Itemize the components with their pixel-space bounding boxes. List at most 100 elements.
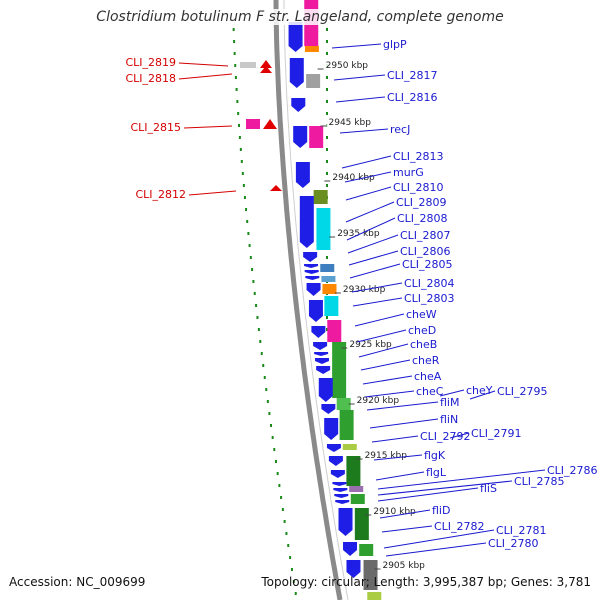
minor-track-dot [326,76,328,79]
gene-arrow [318,378,333,402]
gene-arrow [304,264,319,268]
gene-label: CLI_2815 [130,121,181,134]
left-gene-markers [240,60,282,191]
label-connectors [178,43,546,557]
connector-line [354,313,405,327]
connector-line [377,487,479,502]
gene-label: CLI_2795 [497,385,548,398]
gene-label: cheA [414,370,442,383]
connector-line [369,418,439,429]
minor-track-dot [271,436,274,439]
connector-line [371,435,419,443]
connector-line [341,155,392,169]
gene-label: fliD [432,504,450,517]
gene-label: CLI_2785 [514,475,565,488]
minor-track-dot [234,64,237,67]
cog-block [322,284,337,294]
connector-line [383,529,495,549]
connector-line [381,525,433,533]
accession-label: Accession: NC_009699 [9,575,146,589]
cog-track [304,0,382,600]
ruler-label: 2950 kbp [326,61,369,71]
minor-track-dot [237,112,240,115]
minor-track-dot [274,460,277,463]
minor-track-dot [326,148,328,151]
gene-label: CLI_2817 [387,69,438,82]
cog-block [349,486,364,492]
connector-line [335,96,386,103]
gene-label: recJ [390,123,410,136]
gene-arrow [308,300,323,322]
gene-arrow [334,494,349,498]
minor-track-dot [245,208,248,211]
left-gene-arrow [260,60,272,68]
backbone-edge [283,0,349,601]
gene-label: cheY [466,384,493,397]
gene-label: CLI_2805 [402,258,453,271]
gene-arrow [316,366,331,374]
connector-line [385,542,487,557]
ruler-label: 2945 kbp [329,118,372,128]
minor-track-dot [239,148,242,151]
gene-arrow [324,418,339,440]
connector-line [377,469,546,490]
gene-label: fliM [440,396,459,409]
gene-arrow [346,560,361,578]
connector-line [347,234,399,254]
minor-track-dot [251,268,254,271]
gene-label: cheD [408,324,436,337]
ruler-label: 2920 kbp [357,396,400,406]
cog-block [324,296,339,316]
minor-track-dot [281,508,284,511]
cog-block [359,544,374,556]
gene-arrow [314,352,329,356]
minor-track-dot [326,112,328,115]
minor-track-dot [326,88,328,91]
cog-block [320,264,335,272]
connector-line [375,471,425,481]
ruler-label-bg [347,338,392,350]
cog-block [316,208,331,250]
gene-arrow [333,488,348,492]
gene-label: cheC [416,385,444,398]
minor-track-dot [232,28,235,31]
connector-line [449,432,470,439]
gene-arrow [305,276,320,280]
gene-label: CLI_2818 [125,72,176,85]
ruler-label-bg [380,559,425,571]
gene-label: fliS [480,482,497,495]
gene-label: cheR [412,354,440,367]
minor-track-dot [243,196,246,199]
backbone-line [273,0,343,601]
minor-track-dot [268,412,271,415]
connector-line [183,125,233,129]
cog-block [321,276,336,282]
minor-track-dot [247,232,250,235]
minor-track-dot [265,388,268,391]
minor-track-dot [326,100,328,103]
minor-track-dot [238,136,241,139]
minor-track-dot [285,532,288,535]
connector-line [469,390,496,400]
connector-line [344,171,392,183]
minor-track-dot [233,40,236,43]
gene-label: glpP [383,38,407,51]
cog-block [342,444,357,450]
minor-track-dot [234,76,237,79]
minor-track-dot [270,424,273,427]
ruler-label: 2925 kbp [349,340,392,350]
gene-label: CLI_2791 [471,427,522,440]
gene-arrow [295,162,310,188]
gene-label: CLI_2812 [135,188,186,201]
connector-line [358,343,409,358]
cog-block [350,494,365,504]
minor-track-dot [326,52,328,55]
minor-track-dot [292,580,295,583]
gene-label: CLI_2780 [488,537,539,550]
gene-labels: CLI_2819 CLI_2818 CLI_2815 CLI_2812 glpP CLI_… [125,38,597,550]
gene-label: CLI_2781 [496,524,547,537]
gene-arrow [306,283,321,296]
gene-label: murG [393,166,424,179]
minor-track-dot [326,136,328,139]
